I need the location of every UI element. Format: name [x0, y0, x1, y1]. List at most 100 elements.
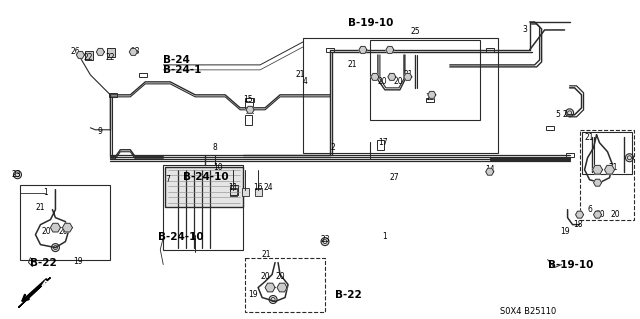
Text: 9: 9 [98, 127, 103, 136]
Text: B-22: B-22 [335, 290, 362, 300]
Polygon shape [386, 47, 394, 53]
Circle shape [361, 48, 365, 52]
Bar [20, 185, 110, 260]
Polygon shape [97, 48, 104, 56]
Text: 20: 20 [275, 272, 285, 281]
Circle shape [566, 109, 573, 117]
Circle shape [596, 213, 599, 216]
Text: 19: 19 [248, 290, 258, 299]
Text: 24: 24 [263, 183, 273, 192]
Polygon shape [359, 47, 367, 53]
Text: B-19-10: B-19-10 [348, 18, 394, 28]
Circle shape [79, 53, 82, 57]
Circle shape [13, 171, 22, 179]
Text: 22: 22 [84, 53, 93, 63]
Bar [85, 51, 93, 60]
Text: 23: 23 [320, 235, 330, 244]
Text: 22: 22 [245, 107, 255, 116]
Polygon shape [19, 278, 51, 308]
Circle shape [65, 226, 70, 230]
Circle shape [269, 295, 277, 303]
Text: 26: 26 [70, 48, 80, 56]
Text: B-19-10: B-19-10 [548, 260, 593, 270]
Text: 3: 3 [522, 26, 527, 34]
Text: 15: 15 [243, 95, 253, 104]
Text: 20: 20 [377, 78, 387, 86]
Text: FR.: FR. [38, 279, 57, 296]
Text: 8: 8 [212, 143, 218, 152]
Polygon shape [265, 283, 275, 292]
Polygon shape [371, 73, 379, 80]
Text: B-24: B-24 [163, 55, 190, 65]
Text: 21: 21 [585, 133, 595, 142]
Circle shape [595, 167, 600, 172]
Bar [546, 126, 554, 130]
Text: 2: 2 [562, 110, 567, 119]
Text: 18: 18 [573, 220, 582, 229]
Text: 23: 23 [12, 170, 21, 179]
Text: 11: 11 [228, 183, 238, 192]
Polygon shape [129, 48, 138, 56]
Text: 2: 2 [331, 143, 335, 152]
Text: 22: 22 [106, 53, 115, 63]
Text: B-24-1: B-24-1 [163, 65, 202, 75]
Polygon shape [593, 165, 602, 174]
Circle shape [131, 50, 135, 54]
Polygon shape [388, 73, 396, 80]
Text: 5: 5 [555, 110, 560, 119]
Polygon shape [76, 51, 84, 58]
Text: 20: 20 [393, 78, 403, 86]
Polygon shape [593, 211, 602, 218]
Circle shape [248, 108, 252, 112]
Text: 20: 20 [260, 272, 270, 281]
Circle shape [390, 75, 394, 79]
Circle shape [578, 213, 581, 216]
Text: 19: 19 [560, 227, 570, 236]
Text: 21: 21 [609, 163, 618, 172]
Bar [486, 48, 493, 52]
Bar [245, 98, 253, 108]
Bar [230, 188, 237, 196]
Bar [246, 98, 254, 102]
Circle shape [268, 285, 273, 290]
Text: 21: 21 [261, 250, 271, 259]
Bar [303, 38, 498, 153]
Text: S0X4 B25110: S0X4 B25110 [500, 308, 556, 316]
Circle shape [430, 93, 434, 97]
Circle shape [388, 48, 392, 52]
Text: 21: 21 [36, 203, 45, 212]
Text: 20: 20 [42, 227, 51, 236]
Bar [109, 93, 117, 97]
Polygon shape [428, 91, 436, 98]
Bar [580, 130, 634, 220]
Text: 4: 4 [303, 78, 307, 86]
Text: 21: 21 [295, 70, 305, 79]
Text: 21: 21 [347, 60, 356, 70]
Polygon shape [51, 223, 60, 232]
Text: B-22: B-22 [31, 257, 57, 268]
Bar [242, 188, 249, 196]
Text: 25: 25 [410, 27, 420, 36]
Polygon shape [605, 165, 614, 174]
Text: 21: 21 [403, 70, 413, 79]
Polygon shape [277, 283, 287, 292]
Bar [230, 185, 238, 195]
Text: 14: 14 [485, 165, 495, 174]
Bar [566, 153, 573, 157]
Bar [370, 40, 480, 120]
Text: 20: 20 [611, 210, 620, 219]
Bar [245, 257, 325, 313]
Text: 7: 7 [166, 175, 171, 184]
Circle shape [607, 167, 612, 172]
Circle shape [53, 226, 58, 230]
Polygon shape [593, 179, 602, 186]
Text: 6: 6 [587, 205, 592, 214]
Circle shape [373, 75, 377, 79]
Text: 16: 16 [253, 183, 263, 192]
Text: 1: 1 [43, 188, 48, 197]
Bar [377, 140, 384, 150]
Circle shape [488, 170, 492, 174]
Circle shape [321, 238, 329, 246]
Text: 10: 10 [213, 163, 223, 172]
Text: 13: 13 [131, 48, 140, 56]
